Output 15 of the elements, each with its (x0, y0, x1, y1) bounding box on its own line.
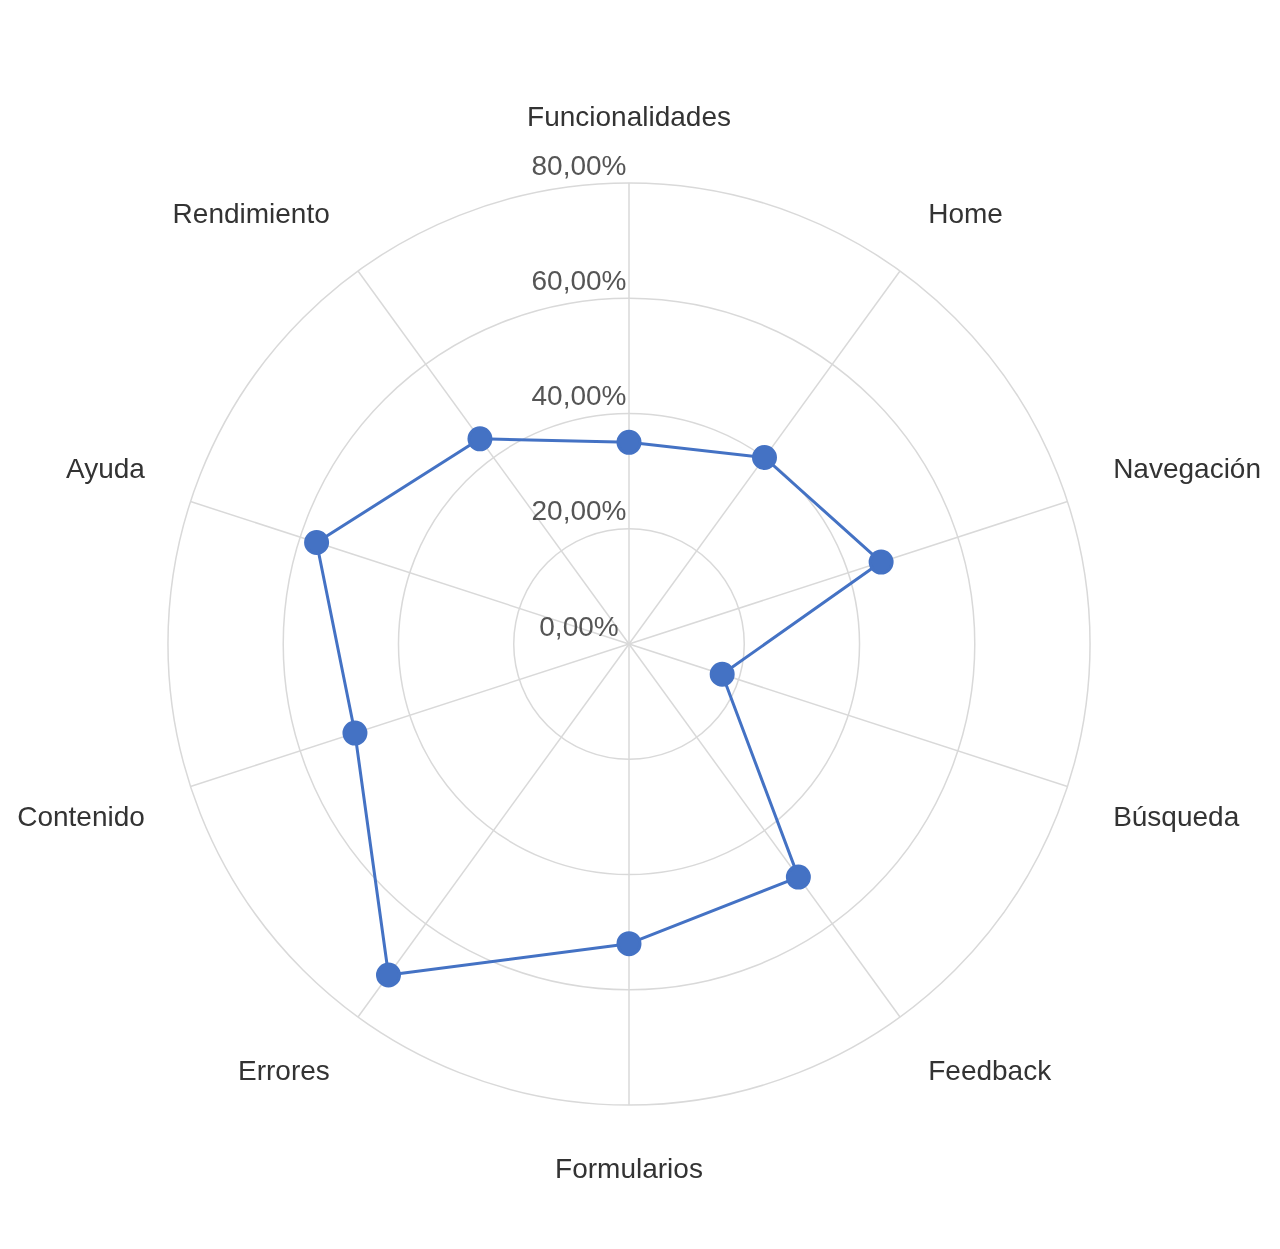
spoke-label: Feedback (928, 1055, 1053, 1087)
spoke-label: Rendimiento (172, 198, 330, 230)
y-tick-label: 80,00% (531, 149, 627, 181)
spoke-label: Búsqueda (1113, 800, 1240, 832)
spoke-label: Formularios (555, 1152, 703, 1184)
y-tick-label: 60,00% (531, 264, 627, 296)
spoke-label: Navegación (1113, 452, 1261, 484)
spoke-label: Contenido (17, 800, 145, 832)
y-tick-label: 0,00% (539, 610, 619, 642)
spoke-label: Errores (238, 1055, 330, 1087)
y-tick-label: 20,00% (531, 495, 627, 527)
spoke-label: Ayuda (65, 452, 146, 484)
spoke-label: Funcionalidades (527, 100, 731, 132)
y-tick-label: 40,00% (531, 380, 627, 412)
spoke-label: Home (928, 198, 1003, 230)
